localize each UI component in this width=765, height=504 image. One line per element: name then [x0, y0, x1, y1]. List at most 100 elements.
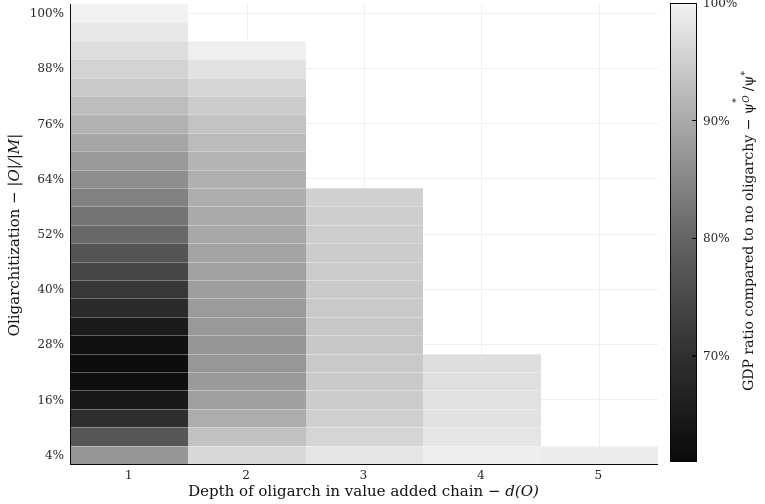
y-tick-label: 88% [37, 61, 64, 76]
heatmap-cell [71, 408, 189, 428]
x-tick-label: 3 [359, 468, 368, 482]
psi-symbol-2: ψ [741, 75, 757, 87]
heatmap-cell [71, 335, 189, 354]
heatmap-cell [71, 169, 189, 188]
heatmap-cell [188, 445, 306, 464]
x-tick-label: 2 [242, 468, 250, 482]
y-axis-label-text: Oligarchitization − [5, 186, 23, 337]
heatmap-cell [71, 77, 189, 96]
heatmap-cell [305, 206, 424, 225]
colorbar-tick-mark [692, 237, 697, 240]
y-tick-label: 100% [29, 6, 64, 21]
heatmap-cell [71, 132, 189, 152]
star-sup: * [732, 98, 743, 103]
heatmap-cell [188, 132, 306, 152]
heatmap-cell [71, 261, 189, 280]
colorbar-tick-label: 80% [703, 231, 730, 246]
heatmap-cell [188, 151, 306, 170]
heatmap-cell [188, 169, 306, 188]
heatmap-cell [188, 372, 306, 391]
x-tick-label: 5 [594, 468, 603, 482]
y-tick-label: 64% [37, 171, 64, 186]
colorbar-tick-label: 70% [703, 349, 730, 364]
heatmap-cell [71, 390, 189, 409]
colorbar-tick-label: 90% [703, 113, 730, 128]
heatmap-cell [188, 243, 306, 262]
heatmap-cell [188, 353, 306, 372]
heatmap-cell [305, 316, 424, 336]
y-tick-label: 52% [37, 227, 64, 241]
heatmap-cell [71, 353, 189, 372]
heatmap-cell [423, 390, 541, 409]
colorbar-tick-label: 100% [703, 0, 738, 10]
heatmap-cell [71, 316, 189, 336]
y-tick-label: 76% [37, 116, 64, 131]
heatmap-cell [71, 40, 189, 60]
heatmap-cell [71, 427, 189, 446]
heatmap-cell [188, 59, 306, 78]
y-tick-label: 4% [44, 447, 64, 462]
heatmap-cell [188, 224, 306, 244]
heatmap-cell [188, 114, 306, 133]
x-tick-label: 1 [124, 468, 133, 482]
heatmap-cell [423, 353, 541, 372]
heatmap-cell [188, 316, 306, 336]
heatmap-cell [423, 372, 541, 391]
heatmap-cell [188, 335, 306, 354]
heatmap-cell [540, 445, 658, 464]
heatmap-cell [305, 243, 424, 262]
heatmap-cell [71, 372, 189, 391]
colorbar-tick-mark [692, 355, 697, 357]
heatmap-cell [188, 96, 306, 115]
plot-area [70, 4, 658, 465]
heatmap-cell [423, 408, 541, 428]
heatmap-cell [71, 445, 189, 464]
y-tick-label: 28% [37, 337, 64, 352]
heatmap-cell [71, 280, 189, 299]
heatmap-cell [305, 353, 424, 372]
heatmap-cell [423, 427, 541, 446]
heatmap-cell [305, 280, 424, 299]
heatmap-cell [71, 206, 189, 225]
heatmap-cell [305, 372, 424, 391]
y-tick-label: 16% [37, 392, 64, 407]
heatmap-cell [71, 224, 189, 244]
x-axis-label: Depth of oligarch in value added chain −… [70, 482, 657, 500]
x-axis-label-text: Depth of oligarch in value added chain − [188, 482, 506, 500]
heatmap-cell [71, 4, 189, 23]
x-tick-label: 4 [477, 468, 485, 482]
colorbar-tick-mark [692, 119, 697, 122]
star-sup-2: * [740, 71, 751, 76]
heatmap-cell [188, 408, 306, 428]
heatmap-cell [188, 40, 306, 60]
heatmap-cell [71, 114, 189, 133]
heatmap-cell [71, 188, 189, 207]
heatmap-cell [71, 22, 189, 41]
heatmap-cell [188, 298, 306, 317]
heatmap-cell [423, 445, 541, 464]
heatmap-cell [71, 243, 189, 262]
heatmap-cell [305, 298, 424, 317]
heatmap-cell [305, 390, 424, 409]
heatmap-cell [305, 408, 424, 428]
heatmap-cell [305, 188, 424, 207]
x-axis-label-math: d(O) [505, 482, 539, 500]
heatmap-cell [71, 298, 189, 317]
heatmap-cell [305, 445, 424, 464]
heatmap-cell [305, 261, 424, 280]
y-tick-label: 40% [37, 282, 64, 297]
colorbar [670, 3, 697, 462]
heatmap-cell [188, 77, 306, 96]
heatmap-cell [188, 206, 306, 225]
heatmap-cell [71, 96, 189, 115]
gridline-vertical [481, 4, 483, 464]
heatmap-cell [305, 335, 424, 354]
heatmap-cell [188, 427, 306, 446]
heatmap-cell [305, 427, 424, 446]
heatmap-cell [188, 188, 306, 207]
heatmap-cell [305, 224, 424, 244]
heatmap-cell [71, 151, 189, 170]
heatmap-cell [188, 261, 306, 280]
heatmap-cell [188, 280, 306, 299]
